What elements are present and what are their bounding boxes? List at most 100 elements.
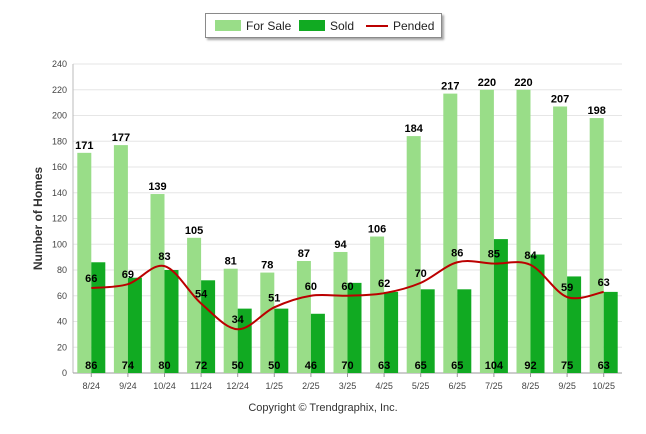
- bar-sold: [237, 308, 252, 373]
- data-label-pended: 60: [305, 281, 317, 293]
- data-label-sold: 50: [268, 360, 280, 372]
- y-tick-label: 140: [52, 188, 67, 198]
- data-label-sold: 75: [561, 360, 573, 372]
- y-tick-label: 0: [62, 368, 67, 378]
- bar-for-sale: [370, 236, 385, 373]
- data-label-sold: 104: [485, 360, 504, 372]
- data-label-for-sale: 87: [298, 248, 310, 260]
- bar-sold: [567, 276, 582, 373]
- y-tick-label: 240: [52, 59, 67, 69]
- data-label-pended: 70: [415, 268, 427, 280]
- bar-for-sale: [516, 89, 531, 373]
- line-pended: [91, 260, 604, 331]
- y-tick-label: 80: [57, 265, 67, 275]
- legend-item-for-sale: For Sale: [215, 14, 291, 37]
- data-label-sold: 46: [305, 360, 317, 372]
- data-label-pended: 60: [341, 281, 353, 293]
- data-label-for-sale: 177: [112, 132, 130, 144]
- x-tick-label: 1/25: [266, 381, 284, 391]
- legend-swatch-pended: [366, 24, 388, 27]
- data-label-pended: 54: [195, 288, 208, 300]
- bar-for-sale: [479, 89, 494, 373]
- x-tick-label: 9/25: [558, 381, 576, 391]
- data-label-for-sale: 106: [368, 224, 386, 236]
- bar-sold: [201, 280, 216, 373]
- bar-for-sale: [77, 152, 92, 373]
- data-label-sold: 80: [158, 360, 170, 372]
- x-tick-label: 8/24: [83, 381, 101, 391]
- data-label-for-sale: 81: [225, 256, 237, 268]
- bar-sold: [603, 291, 618, 373]
- bar-for-sale: [443, 93, 458, 374]
- data-label-for-sale: 171: [75, 140, 93, 152]
- y-tick-label: 200: [52, 111, 67, 121]
- x-tick-label: 9/24: [119, 381, 137, 391]
- data-label-sold: 70: [341, 360, 353, 372]
- legend-item-sold: Sold: [299, 14, 354, 37]
- bar-sold: [457, 289, 472, 373]
- y-tick-label: 60: [57, 291, 67, 301]
- bar-sold: [164, 270, 179, 373]
- legend-label-for-sale: For Sale: [246, 18, 292, 33]
- bar-for-sale: [260, 272, 275, 373]
- y-tick-label: 120: [52, 214, 67, 224]
- legend-label-sold: Sold: [330, 18, 355, 33]
- data-label-for-sale: 184: [405, 123, 424, 135]
- x-tick-label: 12/24: [226, 381, 249, 391]
- bar-for-sale: [150, 194, 165, 373]
- bar-for-sale: [187, 237, 202, 373]
- bar-for-sale: [296, 260, 311, 373]
- legend: For Sale Sold Pended: [205, 13, 442, 38]
- bar-for-sale: [333, 251, 348, 373]
- data-label-pended: 51: [268, 292, 280, 304]
- y-tick-label: 180: [52, 136, 67, 146]
- data-label-pended: 83: [158, 251, 170, 263]
- x-tick-label: 10/24: [153, 381, 176, 391]
- bar-for-sale: [553, 106, 568, 374]
- data-label-sold: 65: [451, 360, 463, 372]
- bar-sold: [530, 254, 545, 373]
- x-tick-label: 4/25: [375, 381, 393, 391]
- y-tick-label: 40: [57, 317, 67, 327]
- data-label-for-sale: 220: [478, 77, 496, 89]
- bar-for-sale: [223, 268, 238, 373]
- data-label-sold: 92: [524, 360, 536, 372]
- x-tick-label: 5/25: [412, 381, 430, 391]
- data-label-pended: 66: [85, 273, 97, 285]
- data-label-pended: 84: [524, 250, 537, 262]
- data-label-pended: 62: [378, 278, 390, 290]
- data-label-sold: 65: [415, 360, 427, 372]
- legend-item-pended: Pended: [366, 14, 434, 37]
- data-label-for-sale: 94: [334, 239, 347, 251]
- y-tick-label: 100: [52, 239, 67, 249]
- bar-sold: [493, 239, 508, 373]
- x-tick-label: 2/25: [302, 381, 320, 391]
- data-label-pended: 69: [122, 269, 134, 281]
- data-label-pended: 86: [451, 247, 463, 259]
- data-label-pended: 63: [598, 277, 610, 289]
- copyright: Copyright © Trendgraphix, Inc.: [248, 402, 398, 414]
- data-label-sold: 74: [122, 360, 135, 372]
- bar-sold: [384, 291, 399, 373]
- bar-sold: [420, 289, 435, 373]
- bar-sold: [310, 313, 325, 373]
- x-tick-label: 7/25: [485, 381, 503, 391]
- data-label-sold: 50: [232, 360, 244, 372]
- y-axis-title: Number of Homes: [31, 167, 45, 271]
- legend-label-pended: Pended: [393, 18, 435, 33]
- data-label-for-sale: 207: [551, 93, 569, 105]
- data-label-for-sale: 198: [588, 105, 606, 117]
- bar-for-sale: [113, 145, 128, 373]
- data-label-for-sale: 78: [261, 260, 273, 272]
- data-label-for-sale: 217: [441, 81, 459, 93]
- data-label-for-sale: 105: [185, 225, 203, 237]
- y-tick-label: 160: [52, 162, 67, 172]
- x-tick-label: 3/25: [339, 381, 357, 391]
- x-tick-label: 11/24: [190, 381, 212, 391]
- bar-sold: [127, 277, 142, 373]
- data-label-sold: 63: [598, 360, 610, 372]
- data-label-pended: 59: [561, 282, 573, 294]
- legend-swatch-for-sale: [215, 20, 241, 31]
- data-label-for-sale: 139: [148, 181, 166, 193]
